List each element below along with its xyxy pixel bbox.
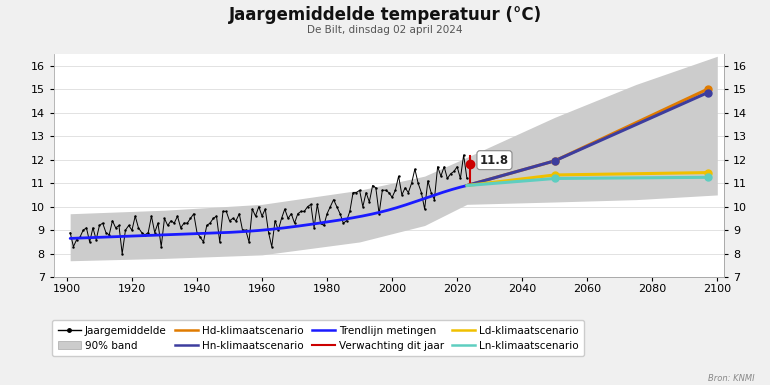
- Text: Bron: KNMI: Bron: KNMI: [708, 374, 755, 383]
- Text: 11.8: 11.8: [480, 154, 509, 167]
- Legend: Jaargemiddelde, 90% band, Hd-klimaatscenario, Hn-klimaatscenario, Trendlijn meti: Jaargemiddelde, 90% band, Hd-klimaatscen…: [52, 320, 584, 356]
- Text: Jaargemiddelde temperatuur (°C): Jaargemiddelde temperatuur (°C): [229, 6, 541, 24]
- Text: De Bilt, dinsdag 02 april 2024: De Bilt, dinsdag 02 april 2024: [307, 25, 463, 35]
